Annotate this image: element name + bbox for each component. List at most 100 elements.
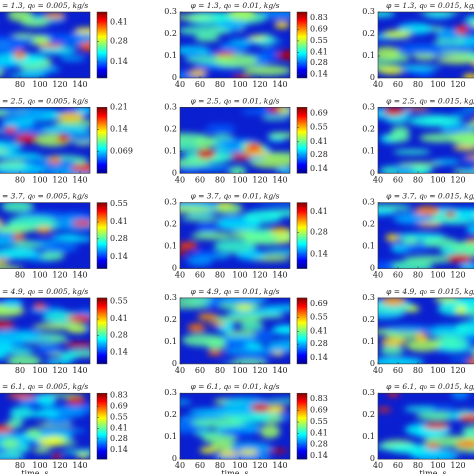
colorbar (96, 11, 108, 79)
y-tick-label: 0 (172, 168, 177, 177)
heatmap-blob (378, 12, 396, 18)
y-tick-label: 0.1 (164, 432, 177, 441)
x-tick-label: 40 (373, 366, 383, 375)
heatmap-blob (417, 12, 461, 15)
heatmap-blob (243, 65, 290, 76)
heatmap-blob (194, 34, 220, 42)
colorbar-tick-label: 0.21 (110, 102, 128, 111)
y-tick-label: 0.2 (362, 410, 375, 419)
heatmap-blob (199, 410, 256, 416)
heatmap (0, 393, 90, 460)
y-tick-label: 0.1 (164, 242, 177, 251)
heatmap-blob (257, 202, 290, 205)
colorbar-tick-label: 0.14 (110, 124, 128, 133)
heatmap-blob (235, 303, 254, 312)
plot-frame (377, 107, 474, 174)
heatmap-blob (2, 298, 23, 308)
x-tick-label: 40 (175, 80, 185, 89)
heatmap-blob (214, 51, 236, 57)
plot-frame (179, 202, 291, 269)
colorbar-tick-label: 0.83 (310, 394, 328, 403)
heatmap-blob (67, 314, 90, 323)
heatmap-blob (43, 12, 66, 19)
colorbar-tick-label: 0.55 (310, 36, 328, 45)
heatmap-blob (7, 393, 36, 400)
y-tick-label: 0.2 (362, 29, 375, 38)
heatmap-blob (0, 454, 27, 460)
heatmap (378, 12, 474, 78)
heatmap-blob (66, 395, 86, 405)
colorbar-tick-label: 0.28 (110, 330, 128, 339)
x-tick-label: 100 (430, 461, 445, 470)
heatmap-blob (0, 61, 17, 67)
heatmap-blob (199, 446, 218, 454)
heatmap-blob (378, 57, 400, 63)
panel-title: φ = 2.5, q₀ = 0.015, kg/s (386, 96, 474, 105)
heatmap-blob (197, 313, 219, 321)
y-tick-label: 0 (172, 264, 177, 273)
heatmap-blob (0, 149, 10, 154)
colorbar (96, 297, 108, 365)
y-tick-label: 0.3 (164, 293, 177, 302)
heatmap-blob (62, 449, 90, 455)
heatmap-blob (1, 438, 20, 450)
heatmap-blob (447, 254, 473, 263)
colorbar-tick-label: 0.41 (310, 207, 328, 216)
heatmap-blob (242, 209, 283, 224)
heatmap-blob (385, 233, 400, 242)
heatmap-blob (36, 226, 52, 234)
y-tick-label: 0.3 (164, 198, 177, 207)
heatmap (180, 202, 290, 269)
x-tick-label: 40 (373, 271, 383, 280)
heatmap-blob (180, 205, 215, 213)
y-tick-label: 0.2 (164, 124, 177, 133)
heatmap-blob (378, 357, 425, 364)
heatmap-blob (36, 344, 63, 354)
heatmap (180, 107, 290, 174)
heatmap-blob (0, 53, 48, 65)
x-tick-label: 120 (252, 271, 267, 280)
heatmap-texture (0, 202, 90, 269)
x-tick-label: 140 (272, 366, 287, 375)
colorbar-tick-label: 0.41 (310, 137, 328, 146)
y-tick-label: 0.1 (362, 242, 375, 251)
heatmap-blob (451, 112, 473, 117)
heatmap-blob (268, 448, 288, 454)
heatmap-blob (75, 107, 90, 115)
heatmap-blob (0, 69, 5, 77)
heatmap-blob (35, 428, 86, 433)
x-tick-label: 140 (272, 80, 287, 89)
heatmap-blob (37, 43, 64, 49)
x-tick-label: 80 (215, 366, 225, 375)
colorbar-tick-label: 0.69 (310, 406, 328, 415)
heatmap-blob (33, 302, 46, 310)
heatmap-texture (180, 297, 290, 364)
y-tick-label: 0.3 (362, 388, 375, 397)
x-tick-label: 140 (72, 175, 87, 184)
heatmap-blob (197, 222, 218, 233)
y-tick-label: 0.3 (164, 102, 177, 111)
x-tick-label: 120 (52, 175, 67, 184)
heatmap-blob (274, 21, 290, 29)
heatmap-blob (467, 318, 474, 326)
colorbar-tick-label: 0.55 (310, 417, 328, 426)
heatmap-blob (405, 305, 420, 313)
x-tick-label: 60 (195, 175, 205, 184)
heatmap-blob (38, 436, 64, 447)
y-tick-label: 0.1 (362, 337, 375, 346)
panel-title: = 4.9, q₀ = 0.005, kg/s (2, 287, 88, 296)
heatmap-blob (9, 406, 33, 419)
x-tick-label: 100 (430, 366, 445, 375)
colorbar-tick-label: 0.69 (310, 299, 328, 308)
x-tick-label: 140 (272, 175, 287, 184)
x-tick-label: 120 (252, 80, 267, 89)
colorbar-tick-label: 0.28 (310, 150, 328, 159)
x-tick-label: 140 (72, 80, 87, 89)
heatmap-blob (216, 202, 234, 208)
x-tick-label: 100 (32, 80, 47, 89)
y-tick-label: 0 (370, 168, 375, 177)
heatmap-blob (383, 107, 405, 116)
heatmap-blob (435, 28, 462, 41)
heatmap-blob (251, 403, 271, 413)
heatmap-blob (403, 255, 457, 264)
